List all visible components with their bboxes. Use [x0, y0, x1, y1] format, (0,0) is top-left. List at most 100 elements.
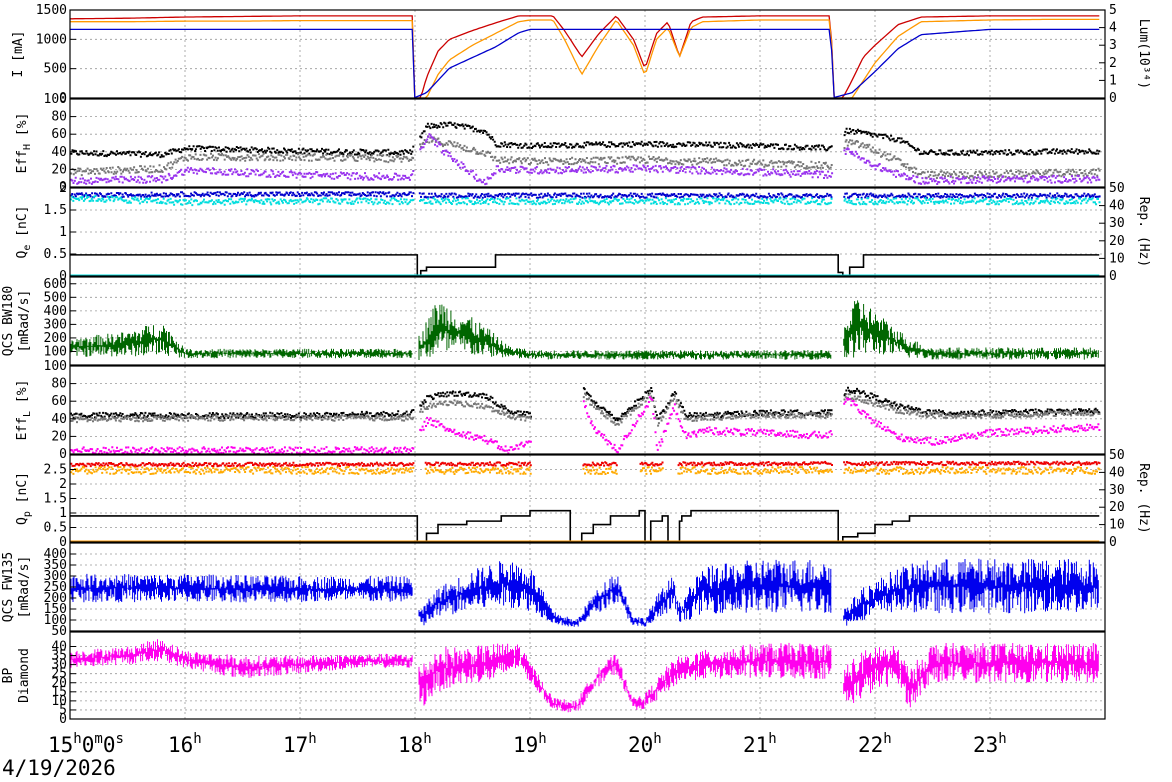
- y-tick-label: 2: [59, 477, 67, 492]
- y-axis-label-right: Rep. (Hz): [1136, 197, 1151, 267]
- series-eff-h-0: [70, 121, 1101, 159]
- x-tick-label: 23h: [973, 731, 1007, 757]
- y-tick-label: 2: [59, 181, 67, 196]
- data-bp-diamond: [70, 639, 1099, 713]
- x-tick-label: 22h: [858, 731, 892, 757]
- x-tick-hour: 22: [858, 733, 883, 757]
- yaxis-left-qp: 00.511.522.5: [44, 463, 76, 550]
- x-tick-label: 20h: [628, 731, 662, 757]
- y-tick-label: 250: [44, 580, 67, 595]
- y-tick-label-right: 20: [1109, 234, 1125, 249]
- x-tick-hour: 18: [398, 733, 423, 757]
- y-label-tail: [nC]: [15, 206, 30, 245]
- y-tick-label: 0: [59, 180, 67, 195]
- series-eff-l-1: [70, 392, 1101, 427]
- x-tick-unit: h: [883, 731, 891, 747]
- grid-beam-current: [70, 10, 1105, 98]
- x-tick-unit: h: [423, 731, 431, 747]
- x-tick-label: 15h0m0s: [48, 731, 124, 757]
- y-tick-label: 60: [51, 127, 67, 142]
- y-tick-label: 10: [51, 694, 67, 709]
- y-tick-label: 40: [51, 412, 67, 427]
- series-eff-l-0-points: [70, 386, 1101, 422]
- series-qp-0-points: [70, 460, 1101, 468]
- y-tick-label: 0: [59, 91, 67, 106]
- y-tick-label-right: 5: [1109, 3, 1117, 18]
- yaxis-right-beam-current: 0 1 2 3 4 5 Lum(10³⁴): [1099, 3, 1151, 106]
- y-tick-label-right: 30: [1109, 216, 1125, 231]
- y-tick-label: 300: [44, 317, 67, 332]
- y-tick-label: 80: [51, 110, 67, 125]
- data-beam-current: [70, 15, 1100, 98]
- y-label-sub: p: [22, 511, 33, 517]
- y-tick-label: 25: [51, 667, 67, 682]
- series-eff-h-1: [70, 135, 1101, 180]
- series-qe-0-points: [70, 191, 1101, 199]
- series-qe-2: [70, 254, 1100, 276]
- y-tick-label: 400: [44, 304, 67, 319]
- data-eff-l: [70, 386, 1101, 454]
- y-axis-label-qcs-bw180: QCS BW180: [1, 286, 16, 356]
- x-tick-unit: h: [538, 731, 546, 747]
- y-tick-label: 35: [51, 649, 67, 664]
- y-tick-label-right: 10: [1109, 251, 1125, 266]
- yaxis-left-beam-current: 0 500 1000 1500: [36, 3, 76, 106]
- y-axis-label-eff-l: EffL [%]: [15, 380, 33, 441]
- y-tick-label: 400: [44, 547, 67, 562]
- x-tick-label: 21h: [743, 731, 777, 757]
- y-tick-label: 1000: [36, 32, 67, 47]
- y-tick-label-right: 0: [1109, 535, 1117, 550]
- y-label-base: Eff: [15, 150, 30, 173]
- y-tick-label: 100: [44, 344, 67, 359]
- series-qp-0: [70, 460, 1101, 468]
- y-tick-label: 0.5: [44, 247, 67, 262]
- panel-beam-current: 0 500 1000 1500 0 1 2 3 4 5 Lum(10³⁴) I [mA]: [11, 3, 1151, 106]
- y-tick-label: 20: [51, 676, 67, 691]
- y-tick-label-right: 0: [1109, 269, 1117, 284]
- x-tick-label: 18h: [398, 731, 432, 757]
- y-axis-label2-bp-diamond: Diamond: [17, 648, 32, 703]
- y-tick-label: 5: [59, 703, 67, 718]
- y-tick-label-right: 10: [1109, 518, 1125, 533]
- y-label-base: Q: [15, 251, 30, 259]
- y-axis-label-qe: Qe [nC]: [15, 206, 33, 259]
- series-bp-diamond-0: [70, 639, 1099, 713]
- frame-eff-h: [69, 98, 1106, 188]
- x-tick-hour: 17: [283, 733, 308, 757]
- series-qcs-fw135-0: [70, 558, 1099, 627]
- x-tick-sec: 0: [103, 733, 116, 757]
- series-eff-l-2: [70, 396, 1101, 454]
- y-tick-label: 2.5: [44, 463, 67, 478]
- x-tick-hour: 21: [743, 733, 768, 757]
- y-axis-label2-qcs-fw135: [mRad/s]: [17, 556, 32, 619]
- y-tick-label: 100: [44, 359, 67, 374]
- yaxis-left-eff-l: 0 20 40 60 80 100: [44, 359, 76, 462]
- frame-qcs-bw180: [69, 276, 1106, 366]
- y-tick-label: 200: [44, 331, 67, 346]
- x-tick-min-unit: m: [94, 731, 102, 747]
- y-tick-label: 30: [51, 658, 67, 673]
- x-tick-hour: 15: [48, 733, 73, 757]
- x-tick-unit: h: [308, 731, 316, 747]
- y-tick-label-right: 50: [1109, 448, 1125, 463]
- x-tick-hour: 19: [513, 733, 538, 757]
- y-tick-label: 40: [51, 145, 67, 160]
- y-tick-label-right: 50: [1109, 181, 1125, 196]
- series-beam-current-2: [70, 28, 1100, 98]
- y-tick-label: 350: [44, 558, 67, 573]
- x-tick-label: 16h: [168, 731, 202, 757]
- date-label: 4/19/2026: [2, 756, 116, 780]
- x-tick-label: 19h: [513, 731, 547, 757]
- y-tick-label: 40: [51, 640, 67, 655]
- y-label-tail: [%]: [15, 380, 30, 411]
- y-axis-label2-qcs-bw180: [mRad/s]: [17, 290, 32, 353]
- y-tick-label: 600: [44, 277, 67, 292]
- y-tick-label-right: 1: [1109, 73, 1117, 88]
